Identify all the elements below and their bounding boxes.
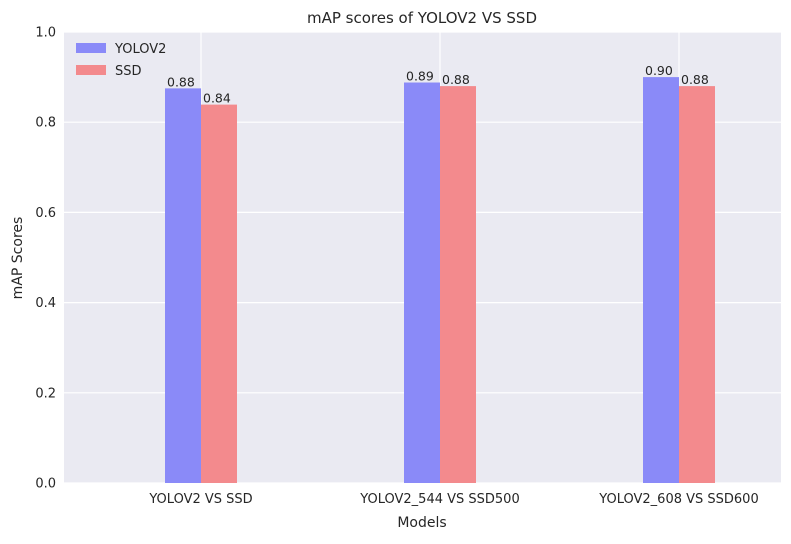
x-axis-title: Models	[397, 515, 446, 531]
legend: YOLOV2 SSD	[76, 42, 166, 79]
legend-label-yolov2: YOLOV2	[114, 42, 166, 57]
x-tick-label: YOLOV2 VS SSD	[148, 492, 252, 507]
y-tick-label: 1.0	[35, 26, 56, 41]
y-axis-title: mAP Scores	[10, 217, 26, 300]
chart-title: mAP scores of YOLOV2 VS SSD	[307, 9, 537, 27]
y-tick-label: 0.4	[35, 296, 56, 311]
bar-yolov2	[404, 82, 440, 484]
bar-yolov2	[165, 88, 201, 483]
data-label: 0.90	[645, 63, 673, 78]
y-tick-label: 0.8	[35, 116, 56, 131]
bar-ssd	[440, 86, 476, 484]
data-labels: 0.88 0.89 0.90 0.84 0.88 0.88	[167, 63, 709, 106]
legend-swatch-yolov2	[76, 43, 106, 53]
y-tick-label: 0.2	[35, 386, 56, 401]
y-tick-label: 0.0	[35, 477, 56, 492]
x-tick-label: YOLOV2_544 VS SSD500	[359, 492, 519, 507]
legend-swatch-ssd	[76, 65, 106, 75]
data-label: 0.84	[203, 91, 231, 106]
data-label: 0.88	[167, 74, 195, 89]
x-axis-ticks: YOLOV2 VS SSD YOLOV2_544 VS SSD500 YOLOV2_…	[148, 492, 758, 507]
bar-yolov2	[643, 77, 679, 483]
y-tick-label: 0.6	[35, 206, 56, 221]
bar-ssd	[679, 86, 715, 484]
bar-ssd	[201, 104, 237, 484]
x-tick-label: YOLOV2_608 VS SSD600	[598, 492, 758, 507]
data-label: 0.88	[442, 72, 470, 87]
legend-label-ssd: SSD	[115, 64, 142, 79]
bars	[165, 77, 715, 484]
data-label: 0.88	[681, 72, 709, 87]
data-label: 0.89	[406, 69, 434, 84]
y-axis-ticks: 0.0 0.2 0.4 0.6 0.8 1.0	[35, 26, 56, 492]
